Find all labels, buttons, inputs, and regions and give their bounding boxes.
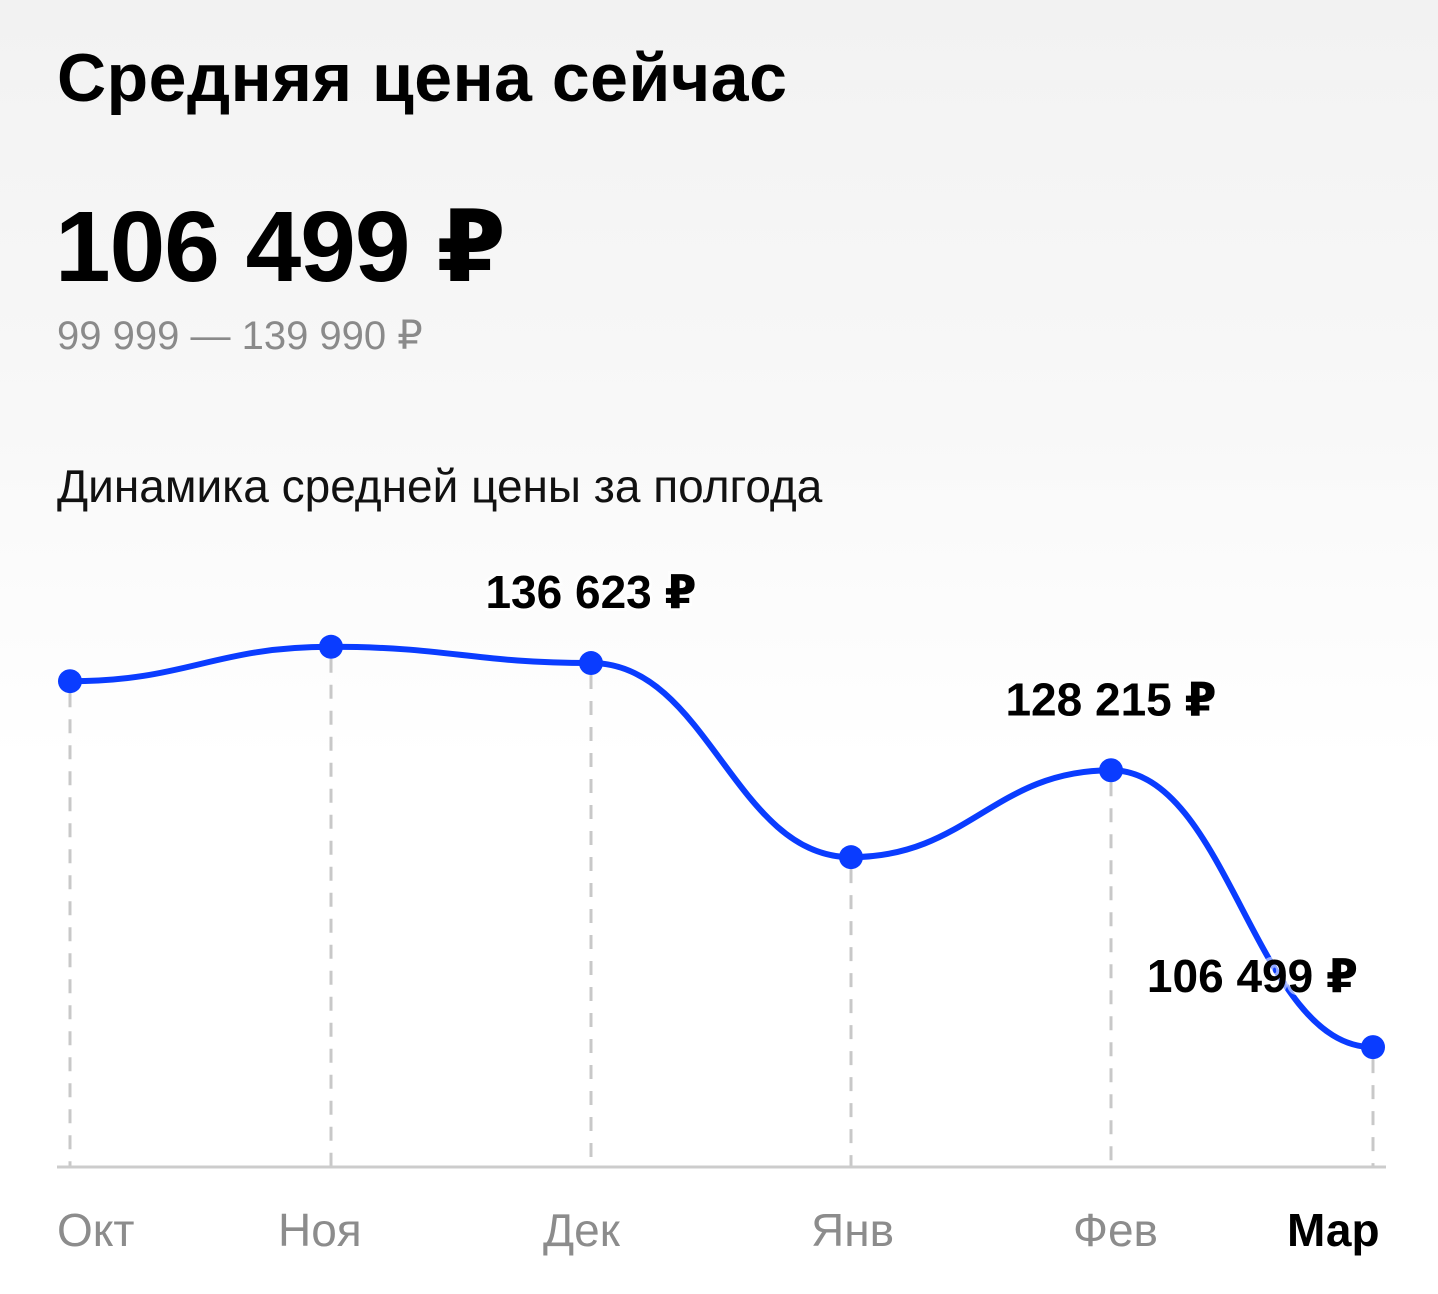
month-label-1[interactable]: Ноя [278,1204,362,1256]
data-point-Окт [58,669,82,694]
page-title: Средняя цена сейчас [57,40,788,116]
price-dynamics-chart: 136 623 ₽ 128 215 ₽ 106 499 ₽ Окт Ноя Дек Янв… [0,560,1438,1294]
data-point-Дек [579,651,603,676]
month-label-0[interactable]: Окт [57,1204,135,1256]
price-range: 99 999 — 139 990 ₽ [57,314,423,358]
data-label-Мар: 106 499 ₽ [1147,950,1358,1002]
month-label-5[interactable]: Мар [1287,1204,1380,1256]
month-label-3[interactable]: Янв [811,1204,895,1256]
data-point-Ноя [319,634,343,659]
data-label-Дек: 136 623 ₽ [485,566,696,618]
current-price: 106 499 ₽ [55,191,506,303]
chart-svg: 136 623 ₽ 128 215 ₽ 106 499 ₽ [57,563,1386,1169]
data-label-Фев: 128 215 ₽ [1005,673,1216,725]
month-label-2[interactable]: Дек [543,1204,620,1256]
data-point-Фев [1099,758,1123,783]
month-label-4[interactable]: Фев [1073,1204,1158,1256]
data-point-Янв [839,845,863,870]
chart-subtitle: Динамика средней цены за полгода [57,460,823,512]
data-point-Мар [1361,1035,1385,1060]
